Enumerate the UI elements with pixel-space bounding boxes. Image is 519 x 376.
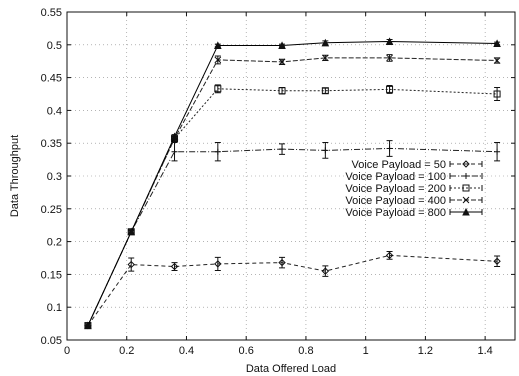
data-point <box>321 87 329 95</box>
legend-error-cap <box>449 185 483 191</box>
legend-error-cap <box>449 161 483 167</box>
data-point <box>279 146 286 153</box>
y-tick-label: 0.4 <box>47 105 62 117</box>
legend-label: Voice Payload = 800 <box>345 207 446 219</box>
series-5 <box>84 37 501 330</box>
y-tick-label: 0.45 <box>41 73 62 85</box>
legend-marker <box>462 160 470 168</box>
data-point <box>127 260 135 269</box>
data-point <box>278 87 286 95</box>
x-tick-label: 0.6 <box>239 345 254 357</box>
error-bar <box>494 86 501 102</box>
grid-lines <box>67 12 515 340</box>
x-tick-label: 1.2 <box>418 345 433 357</box>
legend-marker <box>463 173 469 179</box>
data-point <box>322 147 329 154</box>
plot-frame <box>66 11 516 341</box>
axis-ticks: 0 0.2 0.4 0.6 0.8 1 1.2 1.4 0.05 0.1 0.15 0.2 0.25 0.… <box>41 7 515 357</box>
data-point <box>214 41 222 49</box>
data-point <box>386 145 393 152</box>
legend-marker <box>462 184 470 192</box>
y-tick-label: 0.3 <box>47 171 62 183</box>
series-2 <box>84 140 501 329</box>
legend-marker <box>462 207 470 216</box>
data-point <box>214 85 222 93</box>
data-point <box>170 132 179 141</box>
x-tick-label: 0 <box>64 345 70 357</box>
y-axis-label: Data Throughput <box>9 135 21 217</box>
data-point <box>127 227 136 236</box>
data-point <box>494 148 501 155</box>
data-point <box>493 57 501 64</box>
legend-label: Voice Payload = 200 <box>345 183 446 195</box>
x-axis-label: Data Offered Load <box>246 363 336 375</box>
data-point <box>321 38 330 47</box>
y-tick-label: 0.15 <box>41 269 62 281</box>
y-tick-label: 0.25 <box>41 204 62 216</box>
series-line <box>87 40 498 326</box>
data-point <box>84 321 92 330</box>
legend-error-cap <box>449 197 483 203</box>
y-tick-label: 0.05 <box>41 335 62 347</box>
data-point <box>214 148 221 155</box>
data-point <box>214 260 222 268</box>
data-point <box>278 258 286 267</box>
data-point <box>214 56 222 64</box>
legend-label: Voice Payload = 400 <box>345 195 446 207</box>
error-bar <box>214 256 221 271</box>
data-point <box>385 251 394 260</box>
x-tick-label: 0.8 <box>298 345 313 357</box>
data-point <box>385 37 394 46</box>
data-point <box>278 41 286 49</box>
data-point <box>493 90 501 98</box>
y-tick-label: 0.2 <box>47 237 62 249</box>
legend-marker <box>462 196 470 204</box>
series-line <box>87 147 498 326</box>
data-point <box>170 262 179 271</box>
legend-error-cap <box>449 209 483 215</box>
x-tick-label: 0.4 <box>179 345 194 357</box>
y-tick-label: 0.1 <box>47 302 62 314</box>
x-tick-label: 0.2 <box>119 345 134 357</box>
data-point <box>171 148 178 155</box>
y-tick-label: 0.35 <box>41 138 62 150</box>
data-point <box>493 39 501 47</box>
series-1 <box>84 250 501 330</box>
legend-error-cap <box>449 173 483 179</box>
data-point <box>321 267 330 275</box>
series-line <box>87 254 498 326</box>
data-point <box>386 85 394 93</box>
data-point <box>321 54 329 62</box>
legend-label: Voice Payload = 100 <box>345 171 446 183</box>
y-tick-label: 0.5 <box>47 40 62 52</box>
x-tick-label: 1 <box>363 345 369 357</box>
data-point <box>493 257 501 265</box>
data-point <box>386 54 393 62</box>
x-tick-label: 1.4 <box>477 345 492 357</box>
error-bar <box>128 257 135 272</box>
legend-label: Voice Payload = 50 <box>352 159 447 171</box>
y-tick-label: 0.55 <box>41 7 62 19</box>
data-point <box>278 58 286 66</box>
series-layer <box>84 37 501 330</box>
